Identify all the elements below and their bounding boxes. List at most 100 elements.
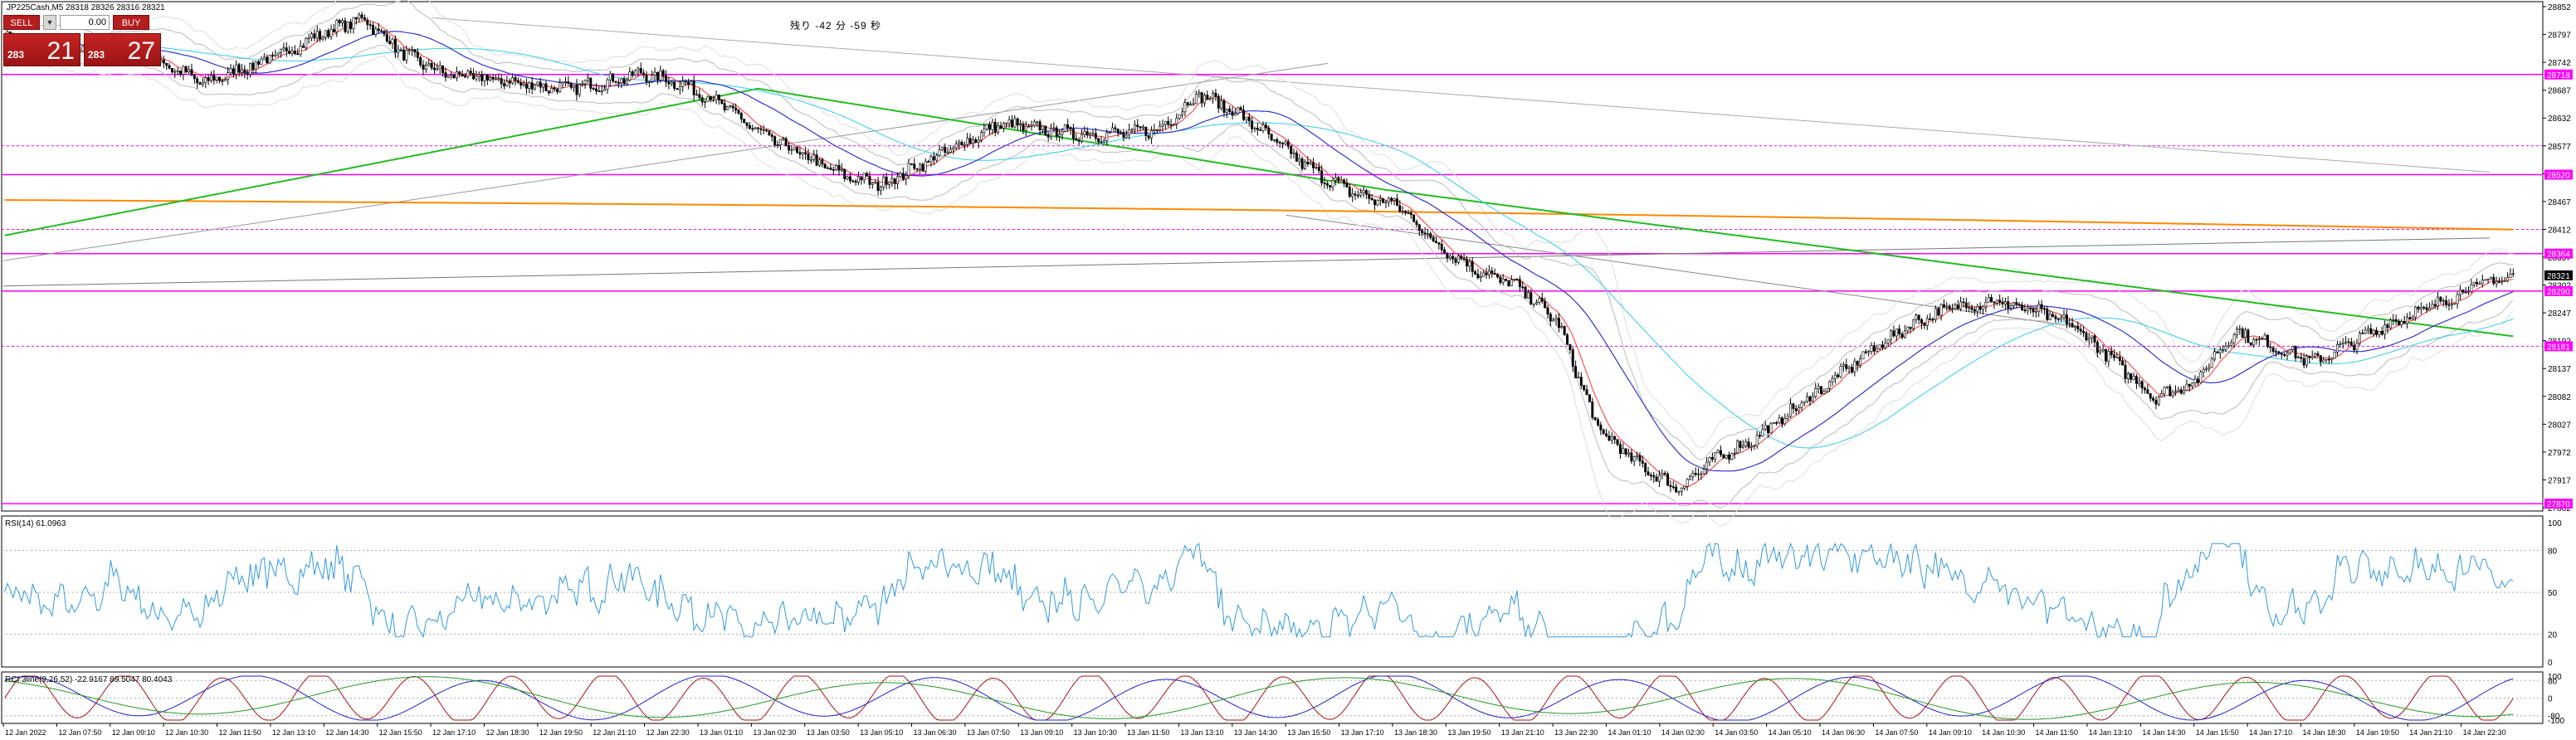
candle xyxy=(1761,428,1764,437)
candle xyxy=(1122,132,1125,139)
candle xyxy=(1083,131,1086,135)
price-tag xyxy=(2544,69,2573,80)
rsi-panel[interactable] xyxy=(1,515,2544,668)
volume-dropdown-icon[interactable]: ▼ xyxy=(43,15,56,30)
candle xyxy=(1749,445,1753,448)
candle xyxy=(2188,383,2191,387)
candle xyxy=(1510,279,1513,286)
candle xyxy=(2115,357,2119,358)
candle xyxy=(821,159,824,165)
candle xyxy=(274,54,277,56)
candle xyxy=(1320,170,1324,183)
candle xyxy=(491,77,495,80)
candle xyxy=(1934,308,1937,320)
candle xyxy=(993,122,997,133)
candle xyxy=(2247,329,2250,343)
candle xyxy=(1181,111,1184,115)
candle xyxy=(690,80,693,85)
candle xyxy=(1251,120,1254,129)
time-axis-label: 12 Jan 13:10 xyxy=(272,728,315,737)
candle xyxy=(1066,124,1070,129)
candle xyxy=(2185,383,2188,391)
candle xyxy=(2017,304,2021,306)
candle xyxy=(2277,351,2281,354)
candle xyxy=(1574,366,1578,378)
candle xyxy=(581,83,584,85)
candle xyxy=(1892,330,1895,337)
candle xyxy=(246,73,249,75)
candle xyxy=(1970,307,1973,310)
candle xyxy=(363,17,366,21)
one-click-trading-panel: SELL ▼ 0.00 BUY 283 21 283 27 xyxy=(3,15,161,68)
candle xyxy=(907,163,910,176)
candle xyxy=(915,168,919,170)
candle xyxy=(882,176,886,187)
candle xyxy=(1393,198,1396,202)
candle xyxy=(1022,124,1025,131)
candle xyxy=(360,14,363,18)
price-tag-label: 28520 xyxy=(2547,172,2570,181)
candle xyxy=(198,82,202,85)
candle xyxy=(329,29,333,37)
candle xyxy=(335,20,339,32)
candle xyxy=(1691,473,1695,477)
main-chart-panel[interactable] xyxy=(1,1,2544,512)
time-axis-label: 14 Jan 17:10 xyxy=(2249,728,2292,737)
price-axis-label: 28467 xyxy=(2548,198,2571,207)
price-axis-label: 28137 xyxy=(2548,365,2571,374)
candle xyxy=(1286,141,1290,147)
candle xyxy=(997,125,1000,133)
candle xyxy=(2495,281,2498,285)
time-axis-label: 12 Jan 2022 xyxy=(5,728,46,737)
sell-button[interactable]: SELL xyxy=(3,15,40,30)
candle xyxy=(299,46,302,55)
candle xyxy=(1867,351,1871,353)
candle xyxy=(676,88,679,90)
candle xyxy=(1081,134,1083,142)
candle xyxy=(1618,444,1622,454)
candle xyxy=(290,51,294,54)
candle xyxy=(885,176,888,185)
candle xyxy=(1959,301,1963,309)
candle xyxy=(1259,129,1262,131)
candle xyxy=(1583,385,1586,391)
candle xyxy=(888,181,890,185)
buy-price-button[interactable]: 283 27 xyxy=(84,33,161,66)
candle xyxy=(2439,296,2442,302)
candle xyxy=(1331,180,1334,188)
candle xyxy=(2417,306,2420,309)
candle xyxy=(1089,133,1092,136)
candle xyxy=(932,156,935,161)
volume-input[interactable]: 0.00 xyxy=(60,15,110,30)
candle xyxy=(2481,280,2484,285)
price-axis-label: 28687 xyxy=(2548,87,2571,96)
candle xyxy=(235,64,238,75)
candle xyxy=(1647,471,1650,475)
candle xyxy=(1632,456,1636,462)
candle xyxy=(1348,187,1351,197)
candle xyxy=(1144,126,1148,136)
candle xyxy=(2458,290,2461,295)
candle xyxy=(804,152,807,154)
sell-price-button[interactable]: 283 21 xyxy=(3,33,80,66)
candle xyxy=(835,164,838,171)
candle xyxy=(1116,129,1120,134)
candle xyxy=(2271,347,2275,352)
candle xyxy=(1560,326,1564,329)
candle xyxy=(2023,309,2027,311)
candle xyxy=(686,81,690,85)
rci-axis-label: -80 xyxy=(2548,713,2560,722)
candle xyxy=(1055,127,1058,137)
candle xyxy=(1437,242,1441,245)
candle xyxy=(2255,338,2258,341)
candle xyxy=(2104,348,2107,362)
candle xyxy=(1518,279,1521,288)
candle xyxy=(2118,357,2121,361)
candle xyxy=(801,152,804,155)
candle xyxy=(522,83,525,86)
candle xyxy=(1298,158,1301,162)
candle xyxy=(1513,279,1516,280)
candle xyxy=(637,68,640,71)
buy-button[interactable]: BUY xyxy=(113,15,149,30)
